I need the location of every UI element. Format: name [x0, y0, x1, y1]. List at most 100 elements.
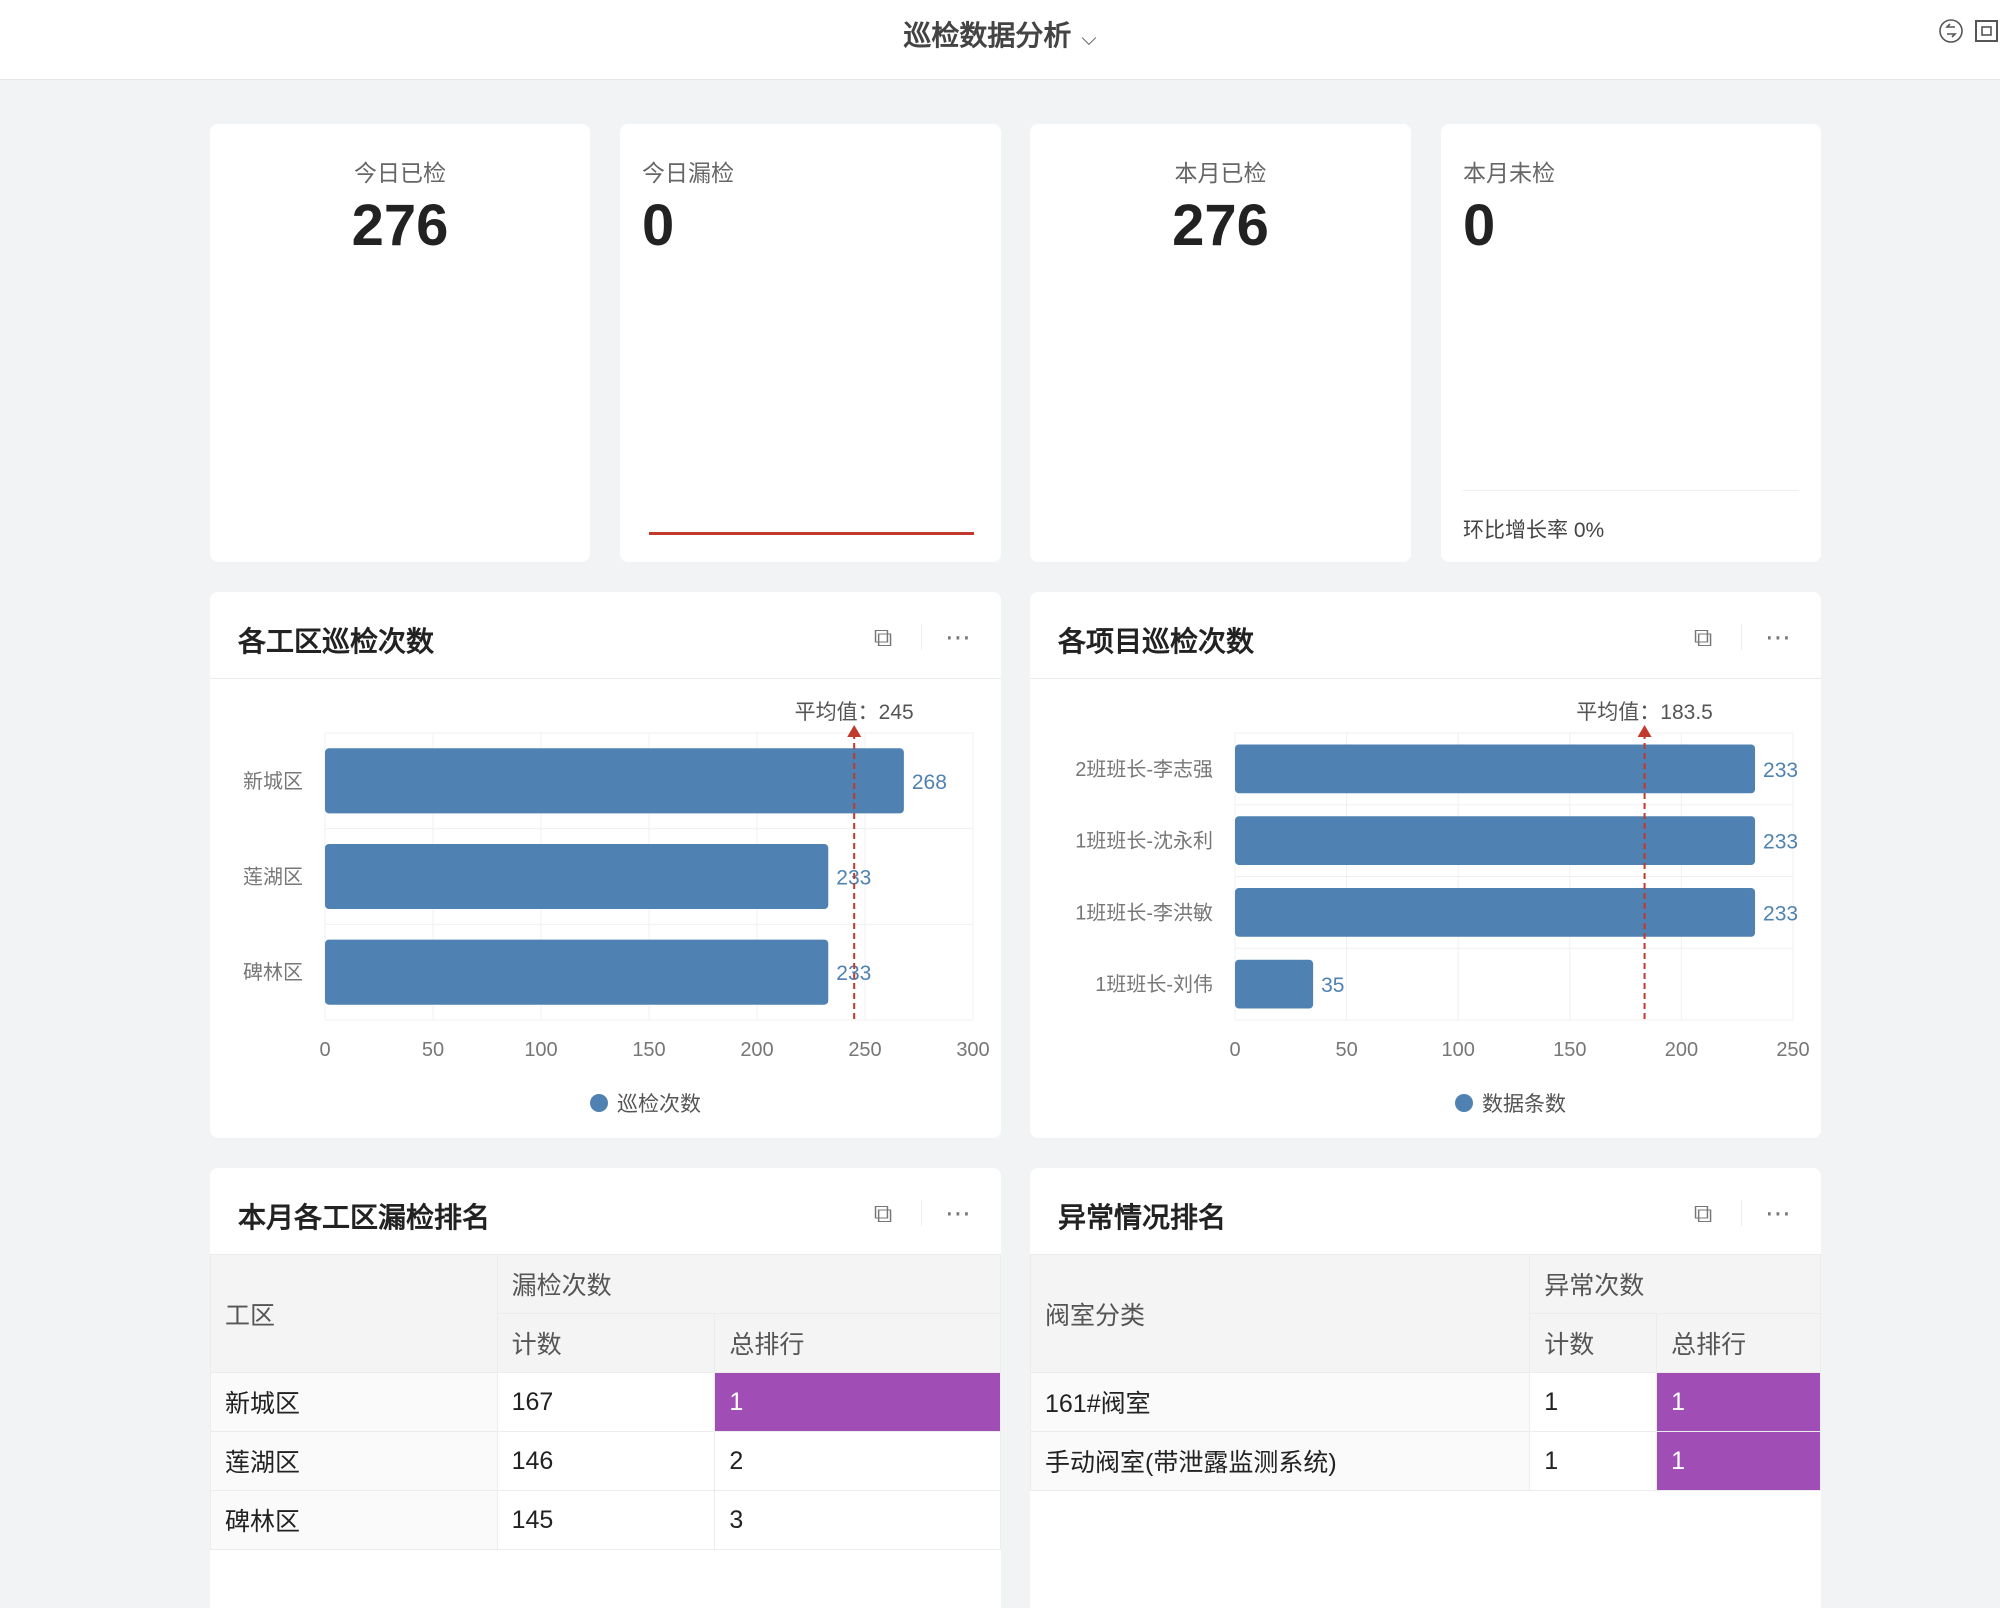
y-tick-label: 碑林区	[243, 961, 303, 984]
kpi-today-missed: 今日漏检 0	[620, 124, 1001, 562]
more-icon[interactable]: ⋯	[945, 1198, 971, 1228]
rank-cell: 2	[714, 1431, 1001, 1491]
kpi-label: 本月已检	[1174, 160, 1267, 186]
header-row: 计数 总排行	[211, 1313, 1001, 1373]
kpi-footer: 环比增长率 0%	[1463, 519, 1605, 542]
divider	[210, 678, 1001, 679]
kpi-label: 今日已检	[354, 160, 446, 186]
header-row: 工区 漏检次数	[210, 1254, 1002, 1373]
table-row[interactable]: 161#阀室 1 1	[1029, 1372, 1821, 1432]
y-tick-label: 2班班长-李志强	[1075, 758, 1213, 781]
legend-marker-icon	[1455, 1094, 1473, 1112]
kpi-value: 0	[642, 193, 675, 258]
header-row: 阀室分类 异常次数	[1029, 1254, 1821, 1373]
bar	[325, 939, 829, 1005]
kpi-label: 今日漏检	[642, 160, 734, 186]
kpi-value: 276	[1172, 193, 1269, 258]
miss-table-panel: 本月各工区漏检排名 ⧉ ⋯ 工区 漏检次数 计数 总排行 新城区 167 1 莲湖区 146 2 碑…	[210, 1168, 1002, 1608]
x-tick-label: 300	[956, 1039, 989, 1061]
name-cell: 碑林区	[210, 1490, 498, 1550]
kpi-month-unchecked: 本月未检 0 环比增长率 0%	[1441, 124, 1821, 562]
data-label: 233	[1763, 759, 1798, 782]
page-title-dropdown[interactable]: 巡检数据分析 ⌵	[0, 14, 2000, 54]
expand-icon[interactable]: ⧉	[873, 622, 893, 652]
data-label: 35	[1321, 974, 1344, 997]
column-header: 总排行	[714, 1313, 1001, 1373]
legend-label: 数据条数	[1482, 1093, 1566, 1116]
column-header: 计数	[496, 1313, 716, 1373]
y-tick-label: 莲湖区	[243, 866, 303, 889]
average-arrow-icon	[847, 725, 862, 737]
bar	[1235, 744, 1756, 794]
x-tick-label: 150	[632, 1039, 665, 1061]
expand-icon[interactable]: ⧉	[873, 1198, 893, 1228]
more-icon[interactable]: ⋯	[945, 622, 971, 652]
count-cell: 167	[496, 1372, 716, 1432]
fullscreen-icon[interactable]	[1974, 18, 2000, 44]
legend-marker-icon	[590, 1094, 608, 1112]
data-label: 268	[912, 771, 947, 794]
table-row[interactable]: 新城区 167 1	[210, 1372, 1001, 1432]
divider	[1741, 1200, 1742, 1226]
divider	[1463, 490, 1799, 491]
legend-label: 巡检次数	[617, 1093, 701, 1116]
chevron-down-icon: ⌵	[1081, 28, 1097, 50]
table-row[interactable]: 莲湖区 146 2	[210, 1431, 1001, 1491]
column-group-header: 漏检次数	[496, 1254, 1002, 1314]
kpi-value: 0	[1463, 193, 1496, 258]
miss-table: 工区 漏检次数 计数 总排行 新城区 167 1 莲湖区 146 2 碑林区 145 3	[210, 1254, 1002, 1550]
column-header: 工区	[210, 1254, 498, 1373]
count-cell: 145	[496, 1490, 716, 1550]
abnormal-table-panel: 异常情况排名 ⧉ ⋯ 阀室分类 异常次数 计数 总排行 161#阀室 1 1 手动阀室(带泄露…	[1029, 1168, 1821, 1608]
x-tick-label: 50	[422, 1039, 444, 1061]
rank-cell: 1	[714, 1372, 1001, 1432]
y-tick-label: 1班班长-李洪敏	[1075, 901, 1213, 924]
expand-icon[interactable]: ⧉	[1693, 622, 1713, 652]
expand-icon[interactable]: ⧉	[1693, 1198, 1713, 1228]
average-label: 平均值：245	[795, 701, 914, 724]
project-chart-panel: 各项目巡检次数 ⧉ ⋯ 0 50 100 150 200 250 2班班长-李志强 233 1班…	[1030, 592, 1821, 1138]
bar	[1235, 959, 1314, 1009]
top-bar: 巡检数据分析 ⌵	[0, 0, 2000, 80]
project-bar-chart: 0 50 100 150 200 250 2班班长-李志强 233 1班班长-沈永利 233 1班班…	[1075, 701, 1809, 1116]
kpi-label: 本月未检	[1463, 160, 1555, 186]
bar	[1235, 887, 1756, 937]
x-tick-label: 0	[319, 1039, 330, 1061]
column-header: 总排行	[1656, 1313, 1821, 1373]
x-tick-label: 150	[1553, 1039, 1586, 1061]
data-label: 233	[1763, 831, 1798, 854]
count-cell: 1	[1529, 1372, 1658, 1432]
count-cell: 146	[496, 1431, 716, 1491]
y-tick-label: 1班班长-刘伟	[1095, 973, 1213, 996]
bar	[1235, 816, 1756, 866]
bar	[325, 843, 829, 910]
divider	[1741, 624, 1742, 650]
bar	[325, 748, 904, 814]
divider	[1030, 678, 1821, 679]
name-cell: 手动阀室(带泄露监测系统)	[1029, 1431, 1531, 1491]
x-tick-label: 200	[1665, 1039, 1698, 1061]
rank-cell: 3	[714, 1490, 1001, 1550]
x-tick-label: 100	[1442, 1039, 1475, 1061]
kpi-today-checked: 今日已检 276	[210, 124, 590, 562]
panel-title: 本月各工区漏检排名	[238, 1202, 491, 1233]
count-cell: 1	[1529, 1431, 1658, 1491]
table-row[interactable]: 碑林区 145 3	[210, 1490, 1001, 1550]
column-group-header: 异常次数	[1529, 1254, 1821, 1314]
switch-icon[interactable]	[1938, 18, 1964, 44]
x-tick-label: 0	[1229, 1039, 1240, 1061]
more-icon[interactable]: ⋯	[1765, 622, 1791, 652]
y-tick-label: 新城区	[243, 770, 303, 793]
x-tick-label: 200	[740, 1039, 773, 1061]
name-cell: 莲湖区	[210, 1431, 498, 1491]
column-header: 阀室分类	[1029, 1254, 1531, 1373]
name-cell: 161#阀室	[1029, 1372, 1531, 1432]
column-header: 计数	[1529, 1313, 1658, 1373]
more-icon[interactable]: ⋯	[1765, 1198, 1791, 1228]
header-row: 计数 总排行	[1031, 1313, 1821, 1373]
trend-line	[649, 532, 974, 535]
table-row[interactable]: 手动阀室(带泄露监测系统) 1 1	[1029, 1431, 1821, 1491]
panel-title: 各项目巡检次数	[1058, 626, 1255, 657]
y-tick-label: 1班班长-沈永利	[1075, 830, 1213, 853]
